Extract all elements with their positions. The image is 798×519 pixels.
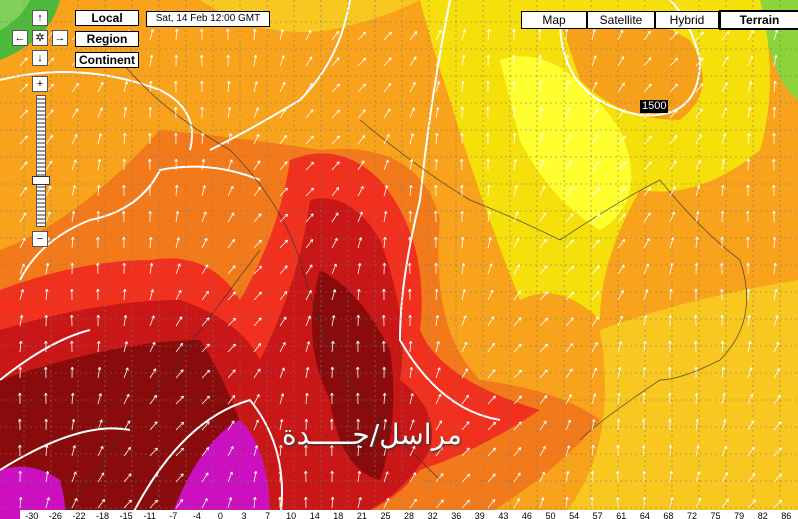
map-type-button[interactable]: Map (521, 11, 587, 29)
zoom-slider[interactable] (36, 95, 46, 227)
wind-arrows (17, 28, 783, 509)
legend-label: 57 (592, 511, 603, 519)
legend-label: -4 (192, 511, 201, 519)
legend-label: 50 (545, 511, 556, 519)
pan-center[interactable]: ✲ (32, 30, 48, 46)
legend-label: -22 (72, 511, 86, 519)
legend-label: 61 (616, 511, 627, 519)
legend-label: 82 (757, 511, 768, 519)
view-button[interactable]: Continent (75, 52, 139, 68)
legend-label: 10 (286, 511, 297, 519)
zoom-in[interactable]: + (32, 76, 48, 92)
color-legend: -30 -26 -22 -18 -15 -11 -7 -4 0 3 7 10 14 18 21 25 28 32 3… (20, 510, 798, 519)
legend-label: 68 (663, 511, 674, 519)
legend-label: 64 (639, 511, 650, 519)
legend-label: -15 (119, 511, 133, 519)
map-type-button[interactable]: Hybrid (655, 11, 719, 29)
watermark: مراسل/جـــــدة (282, 418, 463, 451)
legend-label: 54 (569, 511, 580, 519)
legend-label: -18 (96, 511, 110, 519)
legend-label: 21 (356, 511, 367, 519)
map-type-button[interactable]: Satellite (587, 11, 655, 29)
legend-label: 79 (734, 511, 745, 519)
legend-label: 32 (427, 511, 438, 519)
view-button[interactable]: Region (75, 31, 139, 47)
legend-label: 36 (451, 511, 462, 519)
forecast-date: Sat, 14 Feb 12:00 GMT (146, 11, 270, 27)
legend-label: 7 (265, 511, 271, 519)
zoom-handle[interactable] (32, 176, 50, 185)
legend-label: 39 (474, 511, 485, 519)
legend-label: 46 (521, 511, 532, 519)
legend-label: 0 (217, 511, 223, 519)
pan-up[interactable]: ↑ (32, 10, 48, 26)
legend-label: 25 (380, 511, 391, 519)
map-type-button[interactable]: Terrain (719, 10, 798, 30)
legend-label: -7 (169, 511, 178, 519)
pan-left[interactable]: ← (12, 30, 28, 46)
legend-label: 86 (781, 511, 792, 519)
legend-label: 72 (686, 511, 697, 519)
pan-right[interactable]: → (52, 30, 68, 46)
legend-label: 3 (241, 511, 247, 519)
legend-label: -26 (48, 511, 62, 519)
pan-down[interactable]: ↓ (32, 50, 48, 66)
legend-label: 28 (404, 511, 415, 519)
zoom-out[interactable]: − (32, 231, 48, 247)
legend-label: 14 (309, 511, 320, 519)
view-button[interactable]: Local (75, 10, 139, 26)
legend-label: 75 (710, 511, 721, 519)
legend-label: -11 (143, 511, 156, 519)
legend-label: 18 (333, 511, 344, 519)
legend-label: 43 (498, 511, 509, 519)
contour-label: 1500 (640, 100, 669, 113)
legend-label: -30 (25, 511, 39, 519)
